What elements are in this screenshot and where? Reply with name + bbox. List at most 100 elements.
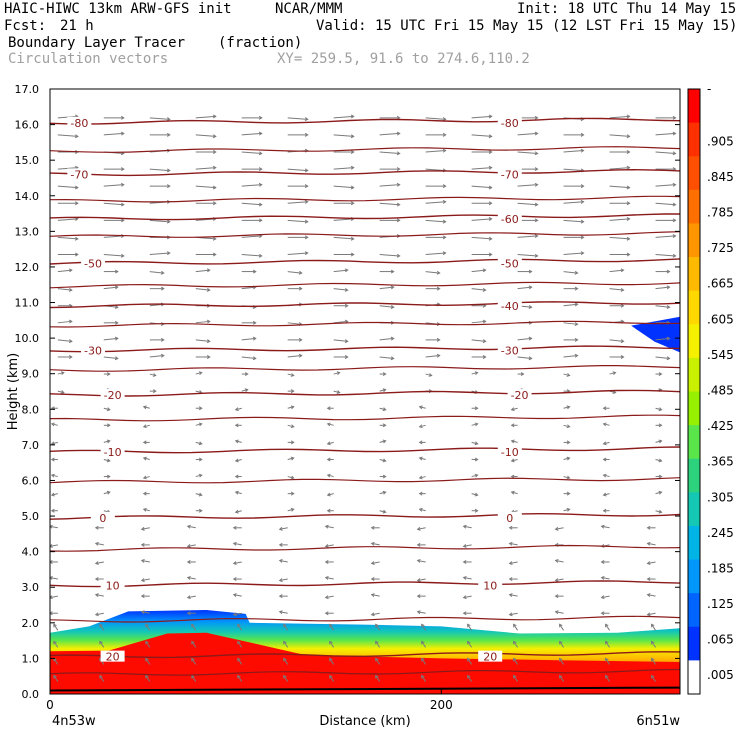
y-tick-label: 6.0 (22, 474, 40, 487)
temperature-contour (50, 345, 680, 353)
wind-vector (191, 640, 197, 648)
wind-vector (563, 251, 585, 256)
colorbar-swatch (688, 89, 700, 124)
wind-vector (326, 492, 334, 497)
wind-vector (145, 623, 151, 631)
wind-vector (600, 559, 610, 564)
wind-vector (425, 199, 447, 204)
wind-vector (50, 441, 58, 446)
wind-vector (232, 577, 242, 582)
wind-vector (195, 492, 203, 497)
wind-vector (94, 525, 104, 530)
colorbar-swatch (688, 290, 700, 325)
wind-vector (462, 544, 472, 548)
wind-vector (140, 558, 150, 563)
wind-vector (149, 389, 157, 394)
wind-vector (195, 441, 203, 446)
wind-vector (195, 355, 211, 359)
wind-vector (425, 286, 441, 291)
wind-vector (103, 202, 125, 207)
wind-vector (655, 269, 671, 274)
wind-vector (195, 114, 217, 119)
wind-vector (425, 117, 447, 122)
wind-vector (471, 217, 493, 221)
contour-label: -50 (501, 257, 519, 270)
wind-vector (191, 623, 197, 631)
temperature-contour (50, 281, 680, 289)
wind-vector (234, 490, 242, 495)
wind-vector (425, 235, 447, 240)
wind-vector (287, 199, 309, 204)
y-tick-label: 9.0 (22, 368, 40, 381)
x-right-endpoint-label: 6n51w (636, 714, 680, 729)
contour-label: -10 (104, 446, 122, 459)
wind-vector (467, 657, 473, 665)
wind-vector (237, 674, 243, 682)
wind-vector (145, 657, 151, 665)
contour-label-background (100, 389, 125, 401)
wind-vector (508, 525, 518, 530)
wind-vector (103, 458, 111, 463)
wind-vector (326, 441, 334, 446)
wind-vector (602, 406, 610, 411)
wind-vector (237, 657, 243, 665)
colorbar-label: .065 (707, 633, 734, 647)
wind-vector (241, 336, 257, 341)
contour-label-background (90, 511, 115, 523)
wind-vector (57, 390, 65, 394)
wind-vector (471, 201, 493, 206)
wind-vector (53, 640, 59, 648)
wind-vector (425, 251, 447, 256)
wind-vector (103, 285, 119, 290)
wind-vector (287, 456, 295, 461)
colorbar-swatch (688, 559, 700, 594)
temperature-contour (50, 195, 680, 203)
colorbar-swatch (688, 626, 700, 661)
wind-vector (287, 184, 309, 189)
wind-vector (333, 150, 355, 154)
wind-vector (287, 132, 309, 137)
wind-vector (609, 268, 625, 273)
contour-label-background (100, 650, 125, 662)
wind-vector (234, 407, 242, 412)
wind-vector (379, 509, 387, 514)
wind-vector (471, 406, 479, 411)
wind-vector (563, 424, 571, 429)
wind-vector (50, 524, 58, 529)
wind-vector (609, 252, 631, 257)
y-tick-label: 13.0 (15, 225, 40, 238)
contour-label: -70 (70, 168, 88, 181)
colorbar-swatch (688, 223, 700, 258)
contour-label-background (507, 389, 532, 401)
wind-vector (510, 423, 518, 428)
y-tick-label: 14.0 (15, 190, 40, 203)
field-name: Boundary Layer Tracer (8, 35, 186, 51)
wind-vector (379, 423, 387, 428)
wind-vector (462, 611, 472, 616)
colorbar-swatch (688, 324, 700, 359)
wind-vector (287, 373, 295, 377)
colorbar-label: .665 (707, 277, 734, 291)
contour-label-background (497, 300, 522, 312)
wind-vector (471, 185, 493, 190)
temperature-contour (50, 231, 680, 238)
wind-vector (149, 270, 165, 275)
colorbar-label: .845 (707, 170, 734, 184)
wind-vector (425, 132, 447, 137)
wind-vector (234, 458, 242, 463)
wind-vector (651, 623, 656, 631)
wind-vector (237, 623, 243, 631)
y-tick-label: 1.0 (22, 652, 40, 665)
temperature-contour (50, 146, 680, 153)
wind-vector (232, 541, 242, 546)
wind-vector (602, 492, 610, 497)
wind-vector (416, 610, 426, 615)
wind-vector (50, 508, 58, 513)
colorbar-label: .005 (707, 668, 734, 682)
wind-vector (145, 640, 151, 648)
wind-vector (425, 184, 447, 189)
wind-vector (195, 268, 211, 273)
contour-label: 0 (99, 512, 106, 525)
wind-vector (418, 475, 426, 480)
wind-vector (471, 236, 493, 241)
